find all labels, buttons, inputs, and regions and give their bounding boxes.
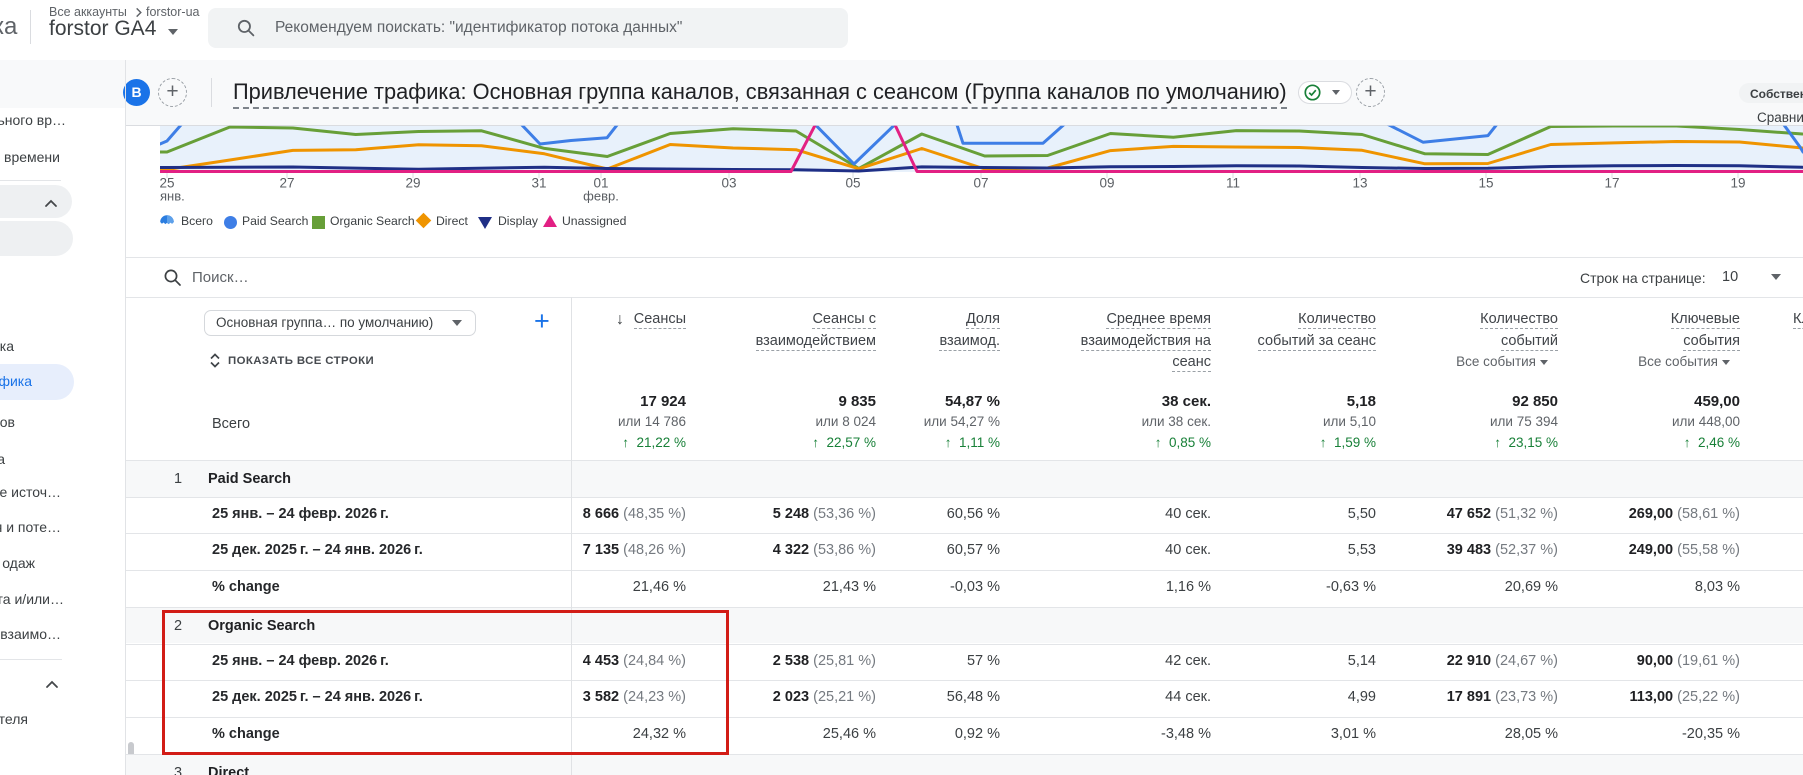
svg-text:13: 13 (1352, 176, 1367, 191)
svg-text:01: 01 (593, 176, 608, 191)
svg-text:янв.: янв. (160, 189, 185, 204)
svg-text:29: 29 (405, 176, 420, 191)
svg-text:27: 27 (279, 176, 294, 191)
svg-text:25: 25 (159, 176, 174, 191)
svg-text:11: 11 (1226, 176, 1240, 191)
svg-text:03: 03 (721, 176, 736, 191)
svg-text:07: 07 (973, 176, 988, 191)
svg-text:февр.: февр. (583, 189, 619, 204)
svg-text:05: 05 (845, 176, 860, 191)
svg-text:15: 15 (1478, 176, 1493, 191)
svg-text:09: 09 (1099, 176, 1114, 191)
svg-text:17: 17 (1604, 176, 1619, 191)
svg-text:19: 19 (1730, 176, 1745, 191)
svg-text:31: 31 (531, 176, 546, 191)
